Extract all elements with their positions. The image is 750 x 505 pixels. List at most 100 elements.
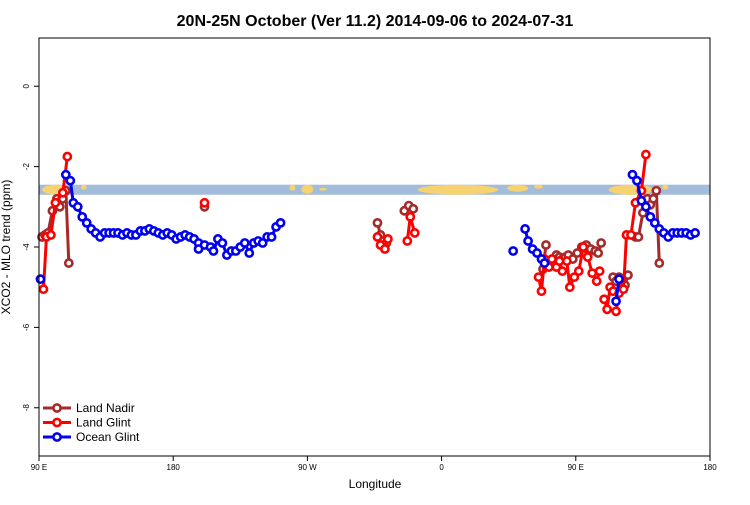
- series-ocean-glint: [35, 169, 700, 307]
- plot-frame: [38, 37, 711, 457]
- data-point: [208, 246, 219, 256]
- legend-label: Land Nadir: [76, 401, 135, 415]
- y-tick-label: -6: [22, 323, 31, 331]
- data-point: [65, 175, 76, 186]
- data-point: [561, 256, 572, 266]
- map-land-region: [662, 184, 669, 190]
- data-point: [614, 274, 624, 285]
- data-point: [383, 234, 393, 244]
- legend-label: Land Glint: [76, 416, 131, 430]
- data-point: [57, 187, 68, 198]
- x-tick-label: 180: [167, 463, 181, 472]
- data-point: [611, 306, 621, 317]
- legend-marker: [52, 417, 62, 428]
- data-point: [596, 238, 607, 248]
- data-point: [594, 266, 605, 277]
- x-axis-label: Longitude: [349, 477, 402, 491]
- data-point: [564, 282, 575, 293]
- data-point: [618, 284, 629, 295]
- data-point: [408, 203, 419, 214]
- map-land-region: [534, 184, 543, 189]
- data-point: [372, 217, 383, 228]
- map-land-region: [319, 187, 327, 191]
- data-point: [626, 230, 636, 240]
- data-point: [645, 211, 656, 222]
- data-point: [582, 252, 593, 262]
- data-point: [602, 304, 613, 315]
- data-point: [640, 201, 651, 212]
- data-point: [648, 193, 659, 204]
- data-point: [541, 240, 551, 250]
- y-tick-label: -2: [22, 163, 31, 171]
- data-point: [591, 276, 602, 287]
- x-tick-label: 90 E: [568, 463, 584, 472]
- data-point: [632, 175, 642, 186]
- y-tick-label: -8: [22, 404, 31, 412]
- data-point: [244, 248, 255, 258]
- map-land-region: [289, 184, 296, 191]
- data-point: [649, 217, 660, 228]
- data-point: [536, 286, 547, 297]
- data-point: [532, 248, 542, 258]
- data-point: [627, 169, 638, 180]
- x-tick-label: 90 W: [298, 463, 317, 472]
- data-point: [633, 232, 644, 242]
- x-tick-label: 0: [439, 463, 444, 472]
- data-point: [77, 211, 88, 222]
- data-point: [380, 244, 390, 254]
- data-point: [547, 254, 557, 264]
- legend-marker: [52, 403, 62, 413]
- data-point: [520, 224, 531, 234]
- series-layer: [35, 149, 700, 317]
- data-point: [62, 151, 73, 162]
- data-point: [651, 185, 662, 196]
- data-point: [50, 197, 61, 208]
- y-tick-label: -4: [22, 243, 31, 251]
- data-point: [46, 230, 56, 240]
- data-point: [593, 248, 604, 258]
- map-land-region: [608, 184, 654, 195]
- data-point: [690, 228, 700, 238]
- data-point: [35, 274, 46, 285]
- chart-title: 20N-25N October (Ver 11.2) 2014-09-06 to…: [177, 13, 574, 30]
- map-land-region: [301, 184, 314, 194]
- map-land-region: [507, 184, 529, 192]
- data-point: [239, 238, 250, 248]
- legend-label: Ocean Glint: [76, 430, 140, 444]
- data-point: [539, 258, 550, 268]
- data-point: [569, 272, 580, 283]
- data-point: [60, 169, 71, 180]
- map-land-region: [417, 184, 499, 195]
- data-point: [72, 201, 83, 212]
- data-point: [63, 258, 74, 268]
- data-point: [38, 284, 49, 295]
- series-land-glint: [38, 149, 651, 317]
- data-point: [275, 217, 286, 228]
- data-point: [640, 149, 651, 160]
- data-point: [533, 272, 544, 283]
- data-point: [654, 258, 665, 268]
- data-point: [508, 246, 519, 256]
- data-point: [266, 232, 277, 242]
- data-point: [599, 294, 610, 305]
- map-ocean-band: [39, 184, 710, 195]
- data-point: [199, 197, 210, 208]
- y-tick-label: 0: [22, 83, 31, 88]
- data-point: [587, 268, 598, 279]
- data-point: [402, 236, 413, 246]
- data-point: [523, 236, 533, 246]
- data-point: [405, 211, 416, 222]
- data-point: [636, 195, 647, 206]
- y-axis-label: XCO2 - MLO trend (ppm): [0, 180, 13, 315]
- map-land-region: [80, 184, 87, 190]
- data-point: [372, 232, 383, 242]
- data-point: [217, 238, 228, 248]
- data-point: [573, 266, 584, 277]
- data-point: [554, 256, 565, 266]
- series-line: [41, 156, 69, 290]
- data-point: [81, 217, 92, 228]
- data-point: [611, 296, 621, 307]
